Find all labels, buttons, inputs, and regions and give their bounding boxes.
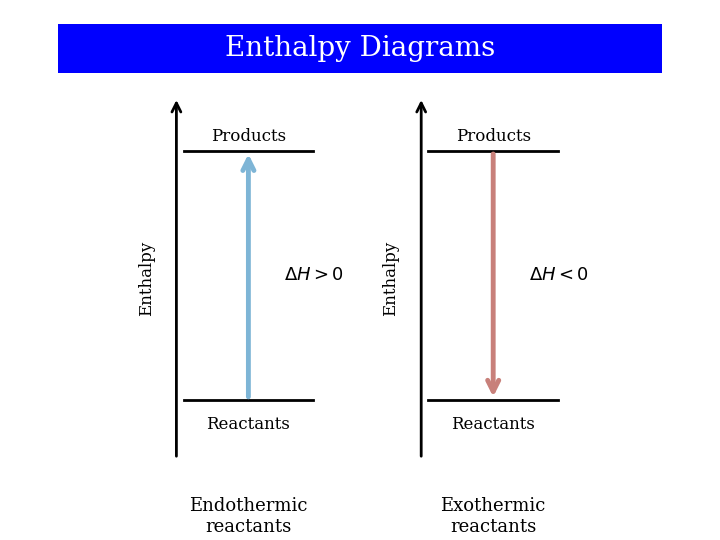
Text: Products: Products bbox=[456, 128, 531, 145]
Text: Reactants: Reactants bbox=[451, 416, 535, 433]
Text: Products: Products bbox=[211, 128, 286, 145]
Text: Exothermic
reactants: Exothermic reactants bbox=[441, 497, 546, 536]
Text: Enthalpy Diagrams: Enthalpy Diagrams bbox=[225, 35, 495, 62]
Text: $\Delta H < 0$: $\Delta H < 0$ bbox=[529, 266, 589, 285]
Text: Endothermic
reactants: Endothermic reactants bbox=[189, 497, 307, 536]
Text: Enthalpy: Enthalpy bbox=[382, 240, 400, 316]
Text: $\Delta H > 0$: $\Delta H > 0$ bbox=[284, 266, 344, 285]
Text: Enthalpy: Enthalpy bbox=[138, 240, 155, 316]
Text: Reactants: Reactants bbox=[207, 416, 290, 433]
FancyBboxPatch shape bbox=[58, 24, 662, 73]
